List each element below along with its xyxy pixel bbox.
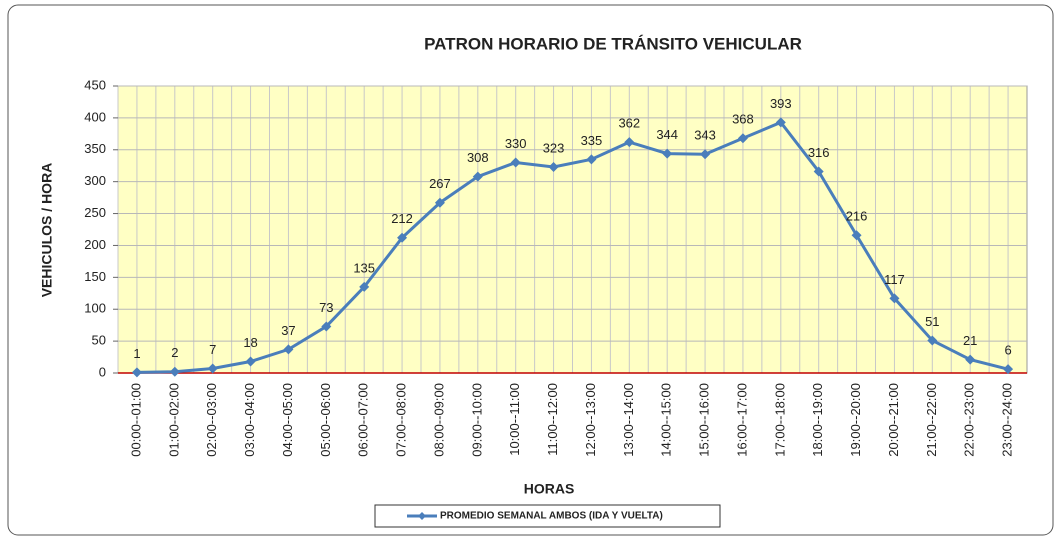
x-tick-label: 20:00--21:00 bbox=[886, 383, 901, 457]
y-tick-label: 400 bbox=[84, 109, 106, 124]
data-point bbox=[169, 366, 180, 377]
data-label: 37 bbox=[281, 323, 295, 338]
data-point bbox=[472, 171, 483, 182]
x-tick-label: 22:00--23:00 bbox=[962, 383, 977, 457]
x-tick-label: 05:00--06:00 bbox=[318, 383, 333, 457]
data-label: 51 bbox=[925, 314, 939, 329]
series-line bbox=[136, 120, 1009, 374]
data-label: 316 bbox=[808, 145, 830, 160]
data-point bbox=[662, 148, 673, 159]
data-point bbox=[586, 154, 597, 165]
x-tick-label: 00:00--01:00 bbox=[128, 383, 143, 457]
data-label: 73 bbox=[319, 300, 333, 315]
data-point bbox=[965, 354, 976, 365]
data-point bbox=[813, 166, 824, 177]
y-tick-label: 350 bbox=[84, 141, 106, 156]
data-point bbox=[131, 367, 142, 378]
x-tick-label: 04:00--05:00 bbox=[280, 383, 295, 457]
y-tick-label: 250 bbox=[84, 205, 106, 220]
x-tick-label: 06:00--07:00 bbox=[356, 383, 371, 457]
y-axis-title: VEHICULOS / HORA bbox=[39, 163, 55, 298]
data-point bbox=[510, 157, 521, 168]
x-tick-label: 19:00--20:00 bbox=[848, 383, 863, 457]
data-label: 343 bbox=[694, 128, 716, 143]
data-label: 21 bbox=[963, 333, 977, 348]
data-point bbox=[927, 335, 938, 346]
x-tick-label: 23:00--24:00 bbox=[1000, 383, 1015, 457]
data-point bbox=[624, 137, 635, 148]
x-axis-title: HORAS bbox=[524, 481, 575, 497]
x-tick-label: 13:00--14:00 bbox=[621, 383, 636, 457]
data-point bbox=[1003, 364, 1014, 375]
data-label: 330 bbox=[505, 136, 527, 151]
data-label: 6 bbox=[1004, 343, 1011, 358]
data-point bbox=[851, 230, 862, 241]
y-tick-label: 300 bbox=[84, 173, 106, 188]
data-point bbox=[889, 293, 900, 304]
data-label: 216 bbox=[846, 209, 868, 224]
data-label: 368 bbox=[732, 112, 754, 127]
x-tick-label: 08:00--09:00 bbox=[431, 383, 446, 457]
x-tick-label: 10:00--11:00 bbox=[507, 383, 522, 456]
y-tick-label: 200 bbox=[84, 237, 106, 252]
data-label: 2 bbox=[171, 345, 178, 360]
data-label: 308 bbox=[467, 150, 489, 165]
data-label: 335 bbox=[581, 133, 603, 148]
data-label: 135 bbox=[353, 260, 375, 275]
data-label: 267 bbox=[429, 176, 451, 191]
data-label: 393 bbox=[770, 96, 792, 111]
data-label: 212 bbox=[391, 211, 413, 226]
x-tick-label: 15:00--16:00 bbox=[697, 383, 712, 457]
y-tick-label: 50 bbox=[92, 333, 106, 348]
x-tick-label: 21:00--22:00 bbox=[924, 383, 939, 457]
x-tick-label: 03:00--04:00 bbox=[242, 383, 257, 457]
data-label: 323 bbox=[543, 140, 565, 155]
y-tick-label: 450 bbox=[84, 77, 106, 92]
data-point bbox=[245, 356, 256, 367]
y-tick-label: 100 bbox=[84, 301, 106, 316]
data-point bbox=[775, 117, 786, 128]
data-label: 117 bbox=[884, 272, 905, 287]
x-tick-label: 11:00--12:00 bbox=[545, 383, 560, 456]
data-point bbox=[548, 161, 559, 172]
x-tick-label: 17:00--18:00 bbox=[772, 383, 787, 457]
data-point bbox=[359, 281, 370, 292]
data-point bbox=[737, 133, 748, 144]
y-tick-label: 150 bbox=[84, 269, 106, 284]
y-tick-label: 0 bbox=[99, 364, 106, 379]
x-tick-label: 18:00--19:00 bbox=[810, 383, 825, 457]
legend-box bbox=[374, 504, 721, 528]
data-point bbox=[283, 344, 294, 355]
x-tick-label: 07:00--08:00 bbox=[394, 383, 409, 457]
chart-title: PATRON HORARIO DE TRÁNSITO VEHICULAR bbox=[424, 34, 802, 53]
data-label: 362 bbox=[618, 116, 640, 131]
x-tick-label: 09:00--10:00 bbox=[469, 383, 484, 457]
x-tick-label: 12:00--13:00 bbox=[583, 383, 598, 457]
x-tick-label: 14:00--15:00 bbox=[659, 383, 674, 457]
data-label: 344 bbox=[656, 127, 678, 142]
data-label: 7 bbox=[209, 342, 216, 357]
data-label: 1 bbox=[133, 346, 140, 361]
data-point bbox=[397, 232, 408, 243]
x-tick-label: 01:00--02:00 bbox=[166, 383, 181, 457]
x-tick-label: 16:00--17:00 bbox=[734, 383, 749, 457]
data-point bbox=[434, 197, 445, 208]
data-point bbox=[700, 149, 711, 160]
data-point bbox=[207, 363, 218, 374]
data-point bbox=[321, 321, 332, 332]
legend-text: PROMEDIO SEMANAL AMBOS (IDA Y VUELTA) bbox=[440, 511, 663, 522]
legend-marker bbox=[418, 512, 426, 520]
x-tick-label: 02:00--03:00 bbox=[204, 383, 219, 457]
data-label: 18 bbox=[243, 335, 257, 350]
